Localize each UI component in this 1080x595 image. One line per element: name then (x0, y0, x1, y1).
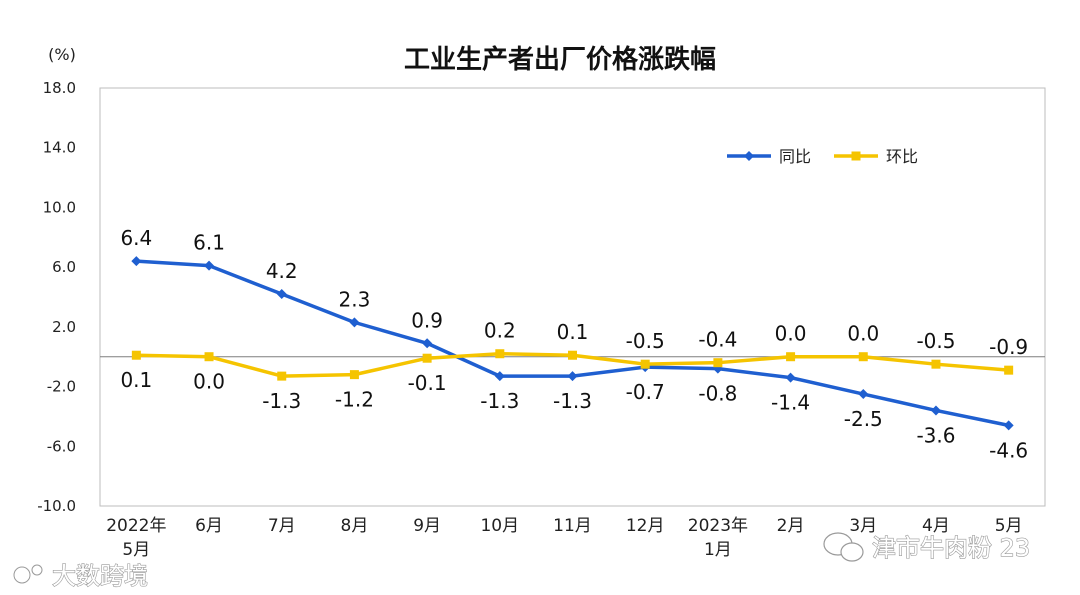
data-point (785, 372, 796, 383)
y-tick-label: -10.0 (37, 497, 76, 515)
legend: 同比 环比 (727, 147, 918, 166)
data-label: -0.7 (626, 380, 665, 404)
data-label: -1.3 (262, 389, 301, 413)
chart-title: 工业生产者出厂价格涨跌幅 (404, 44, 716, 75)
legend-marker (851, 151, 861, 161)
y-tick-label: 14.0 (43, 139, 76, 157)
y-axis: 18.0 14.0 10.0 6.0 2.0 -2.0 -6.0 -10.0 (37, 79, 76, 515)
y-tick-label: 6.0 (52, 258, 76, 276)
data-point (204, 260, 215, 271)
data-label: -1.4 (771, 391, 810, 415)
x-tick-label: 2022年 5月 (106, 516, 166, 560)
data-label: -3.6 (916, 423, 955, 447)
data-point (349, 370, 359, 380)
data-label: 0.1 (120, 368, 152, 392)
data-point (349, 317, 360, 328)
data-label: 0.9 (411, 308, 443, 332)
x-tick-label: 10月 (480, 516, 519, 536)
watermark-left-text: 大数跨境 (52, 562, 148, 590)
data-label: 0.2 (484, 319, 516, 343)
data-point (567, 371, 578, 382)
data-label: -4.6 (989, 438, 1028, 462)
data-point (422, 338, 433, 349)
y-tick-label: 18.0 (43, 79, 76, 97)
x-tick-label: 11月 (553, 516, 592, 536)
x-axis: 2022年 5月 6月 7月 8月 9月 10月 11月 12月 2023年 1月 2月 3月 4月 5月 (106, 516, 1022, 560)
data-point (131, 350, 141, 360)
y-unit-label: (%) (48, 45, 76, 64)
x-tick-label: 9月 (413, 516, 441, 536)
data-point (640, 359, 650, 369)
data-labels: 6.4 0.1 6.1 0.0 4.2 -1.3 2.3 -1.2 0.9 -0.1 -1.3 0.2… (120, 226, 1028, 462)
x-tick-label: 7月 (268, 516, 296, 536)
y-tick-label: -2.0 (47, 378, 76, 396)
data-point (495, 349, 505, 359)
x-tick-label: 3月 (849, 516, 877, 536)
data-label: 0.0 (847, 322, 879, 346)
x-tick-label: 4月 (922, 516, 950, 536)
data-label: -1.3 (553, 389, 592, 413)
data-label: 0.0 (193, 370, 225, 394)
data-point (858, 389, 869, 400)
x-tick-label: 6月 (195, 516, 223, 536)
data-point (1003, 420, 1014, 431)
x-tick-label: 12月 (626, 516, 665, 536)
legend-label: 同比 (779, 147, 811, 166)
x-tick-label: 8月 (341, 516, 369, 536)
data-point (494, 371, 505, 382)
watermark-left: 大数跨境 (12, 561, 149, 591)
data-point (131, 256, 142, 267)
data-label: 4.2 (266, 259, 298, 283)
data-point (422, 353, 432, 363)
data-label: 0.0 (775, 322, 807, 346)
data-label: 6.4 (120, 226, 152, 250)
plot-area (99, 87, 1046, 507)
data-point (568, 350, 577, 360)
data-point (858, 352, 868, 362)
y-tick-label: 10.0 (43, 198, 76, 216)
data-label: 6.1 (193, 231, 225, 255)
data-point (1004, 365, 1014, 375)
data-label: -0.5 (916, 329, 955, 353)
x-tick-label: 2023年 1月 (688, 516, 748, 560)
data-label: -0.5 (626, 329, 665, 353)
legend-marker (744, 151, 754, 161)
data-label: -0.4 (698, 328, 737, 352)
data-point (276, 289, 287, 300)
data-label: -0.9 (989, 335, 1028, 359)
data-point (277, 371, 287, 381)
watermark-right: 津市牛肉粉 23 (823, 532, 1031, 563)
watermark-right-text: 津市牛肉粉 23 (872, 534, 1030, 562)
data-point (930, 405, 941, 416)
data-label: -2.5 (844, 407, 883, 431)
series-lines (131, 256, 1014, 431)
y-tick-label: 2.0 (52, 318, 76, 336)
data-point (713, 358, 723, 368)
data-label: -0.8 (698, 382, 737, 406)
data-label: -1.3 (480, 389, 519, 413)
data-label: 2.3 (339, 287, 371, 311)
data-point (931, 359, 941, 369)
weibo-eye-icon (12, 564, 43, 585)
data-label: 0.1 (557, 320, 589, 344)
legend-label: 环比 (886, 147, 918, 166)
data-label: -1.2 (335, 388, 374, 412)
y-tick-label: -6.0 (47, 437, 76, 455)
x-tick-label: 2月 (777, 516, 805, 536)
data-point (204, 352, 214, 362)
wechat-icon (823, 532, 864, 562)
data-point (786, 352, 796, 362)
x-tick-label: 5月 (995, 516, 1023, 536)
data-label: -0.1 (408, 371, 447, 395)
